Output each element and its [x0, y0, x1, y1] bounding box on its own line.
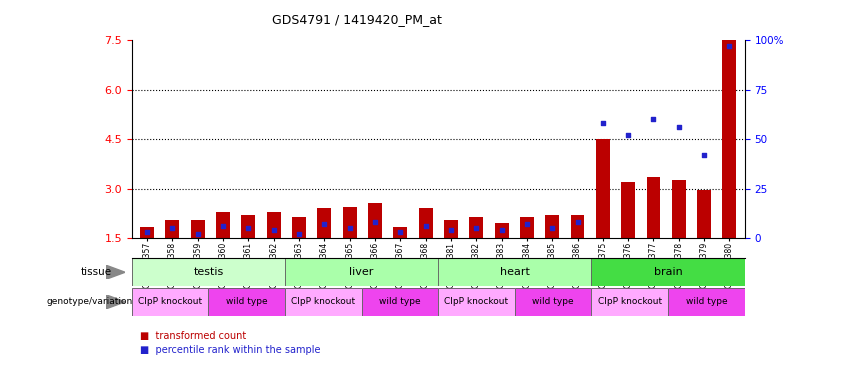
Text: ■  percentile rank within the sample: ■ percentile rank within the sample [140, 345, 321, 355]
Text: liver: liver [350, 267, 374, 277]
Bar [317, 209, 331, 238]
Text: wild type: wild type [533, 297, 574, 306]
Text: GDS4791 / 1419420_PM_at: GDS4791 / 1419420_PM_at [272, 13, 443, 26]
Point [267, 227, 281, 233]
Point [697, 152, 711, 158]
Text: tissue: tissue [81, 267, 112, 277]
Text: wild type: wild type [380, 297, 420, 306]
Point [292, 231, 306, 237]
Bar [596, 139, 610, 238]
Text: ClpP knockout: ClpP knockout [444, 297, 509, 306]
Point [470, 225, 483, 231]
Point [444, 227, 458, 233]
Bar [520, 217, 534, 238]
Text: wild type: wild type [226, 297, 267, 306]
Text: testis: testis [193, 267, 224, 277]
Bar [647, 177, 660, 238]
Bar [671, 180, 686, 238]
Point [647, 116, 660, 122]
Text: ClpP knockout: ClpP knockout [138, 297, 203, 306]
Point [520, 221, 534, 227]
Bar [242, 215, 255, 238]
Bar [393, 227, 408, 238]
Point [242, 225, 255, 231]
Point [596, 120, 609, 126]
Point [621, 132, 635, 138]
Point [419, 223, 432, 229]
Bar [292, 217, 306, 238]
Point [166, 225, 180, 231]
Bar [216, 212, 230, 238]
Point [216, 223, 230, 229]
Point [343, 225, 357, 231]
Text: heart: heart [500, 267, 530, 277]
Bar [444, 220, 458, 238]
Polygon shape [106, 295, 125, 309]
Bar [621, 182, 635, 238]
Point [191, 231, 204, 237]
Polygon shape [106, 265, 125, 279]
Point [545, 225, 559, 231]
Bar [570, 215, 585, 238]
Text: ClpP knockout: ClpP knockout [597, 297, 662, 306]
Bar [545, 215, 559, 238]
Point [722, 43, 736, 49]
Text: genotype/variation: genotype/variation [47, 297, 133, 306]
Bar [722, 40, 736, 238]
Text: ■  transformed count: ■ transformed count [140, 331, 247, 341]
Point [571, 219, 585, 225]
Bar [191, 220, 205, 238]
Point [140, 229, 154, 235]
Point [317, 221, 331, 227]
Bar [165, 220, 180, 238]
Text: ClpP knockout: ClpP knockout [291, 297, 356, 306]
Point [368, 219, 382, 225]
Bar [343, 207, 357, 238]
Point [672, 124, 686, 131]
Point [494, 227, 508, 233]
Bar [368, 204, 382, 238]
Bar [494, 223, 509, 238]
Point [393, 229, 407, 235]
Bar [469, 217, 483, 238]
Text: brain: brain [654, 267, 683, 277]
Bar [140, 227, 154, 238]
Bar [697, 190, 711, 238]
Text: wild type: wild type [686, 297, 727, 306]
Bar [419, 209, 432, 238]
Bar [266, 212, 281, 238]
